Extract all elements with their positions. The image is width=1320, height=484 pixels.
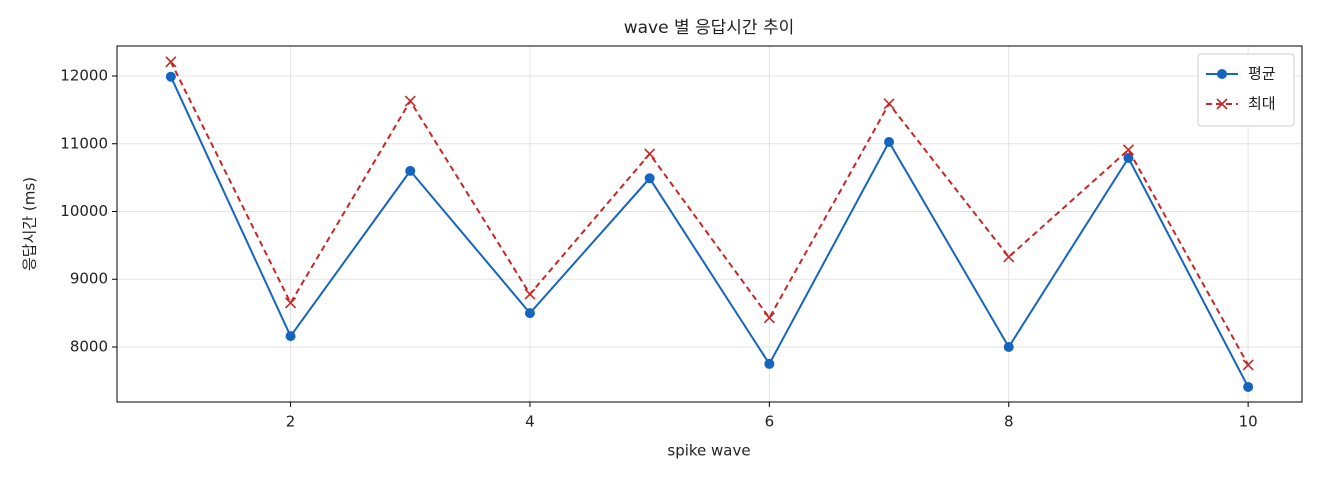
legend-marker	[1216, 98, 1228, 110]
series-line	[169, 76, 1250, 388]
point	[1003, 251, 1015, 263]
legend-box	[1197, 53, 1295, 127]
x-tick-label: 6	[765, 413, 775, 431]
chart-title: wave 별 응답시간 추이	[624, 18, 795, 38]
point	[764, 358, 775, 369]
point	[763, 312, 775, 324]
y-axis-label: 응답시간 (ms)	[21, 177, 39, 271]
legend-marker	[1217, 69, 1227, 79]
point	[883, 98, 895, 110]
x-tick-label: 2	[286, 413, 296, 431]
point	[165, 56, 177, 68]
point	[285, 331, 296, 342]
y-tick-label: 10000	[60, 202, 108, 220]
point	[884, 137, 895, 148]
point	[1003, 341, 1014, 352]
plot-frame	[116, 45, 1303, 403]
point	[644, 173, 655, 184]
point	[524, 288, 536, 300]
point	[1243, 381, 1254, 392]
point	[404, 95, 416, 107]
y-tick-label: 12000	[60, 67, 108, 85]
point	[1122, 144, 1135, 156]
point	[165, 71, 176, 82]
point	[644, 148, 656, 160]
point	[284, 297, 297, 309]
point	[524, 308, 535, 319]
point	[1242, 359, 1254, 371]
y-tick-label: 9000	[70, 270, 108, 288]
y-tick-label: 11000	[60, 134, 108, 152]
legend-label: 평균	[1248, 65, 1276, 83]
point	[405, 165, 416, 176]
legend-label: 최대	[1248, 95, 1276, 113]
x-axis-label: spike wave	[667, 442, 750, 460]
x-tick-label: 8	[1004, 413, 1014, 431]
x-tick-label: 4	[525, 413, 535, 431]
series-line	[169, 61, 1250, 366]
x-tick-label: 10	[1239, 413, 1258, 431]
y-tick-label: 8000	[70, 337, 108, 355]
